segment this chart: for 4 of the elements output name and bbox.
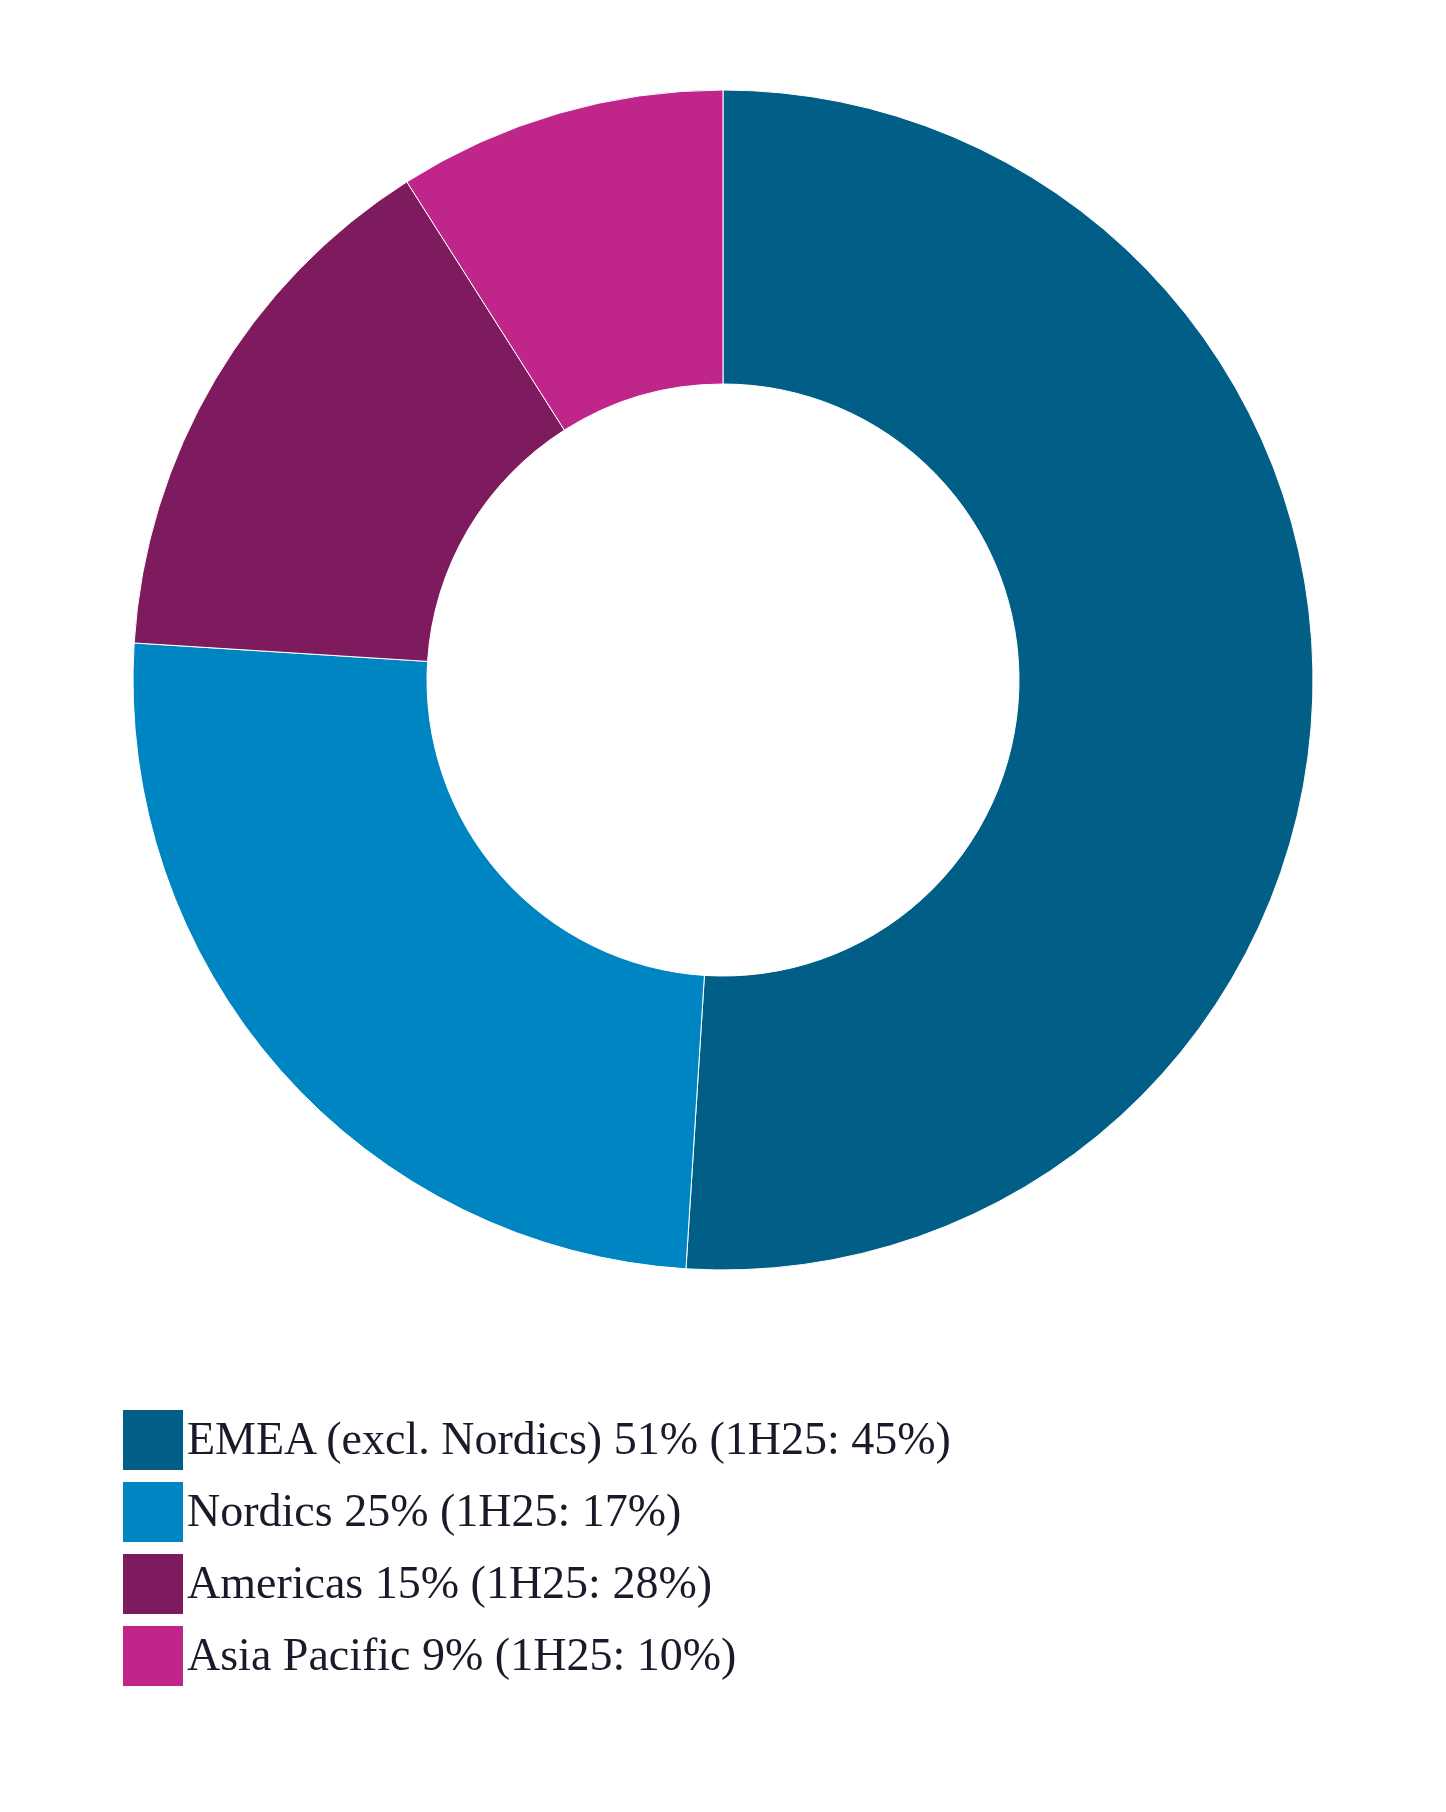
legend-label: Asia Pacific 9% (1H25: 10%) [187, 1629, 737, 1680]
legend-label: EMEA (excl. Nordics) 51% (1H25: 45%) [187, 1413, 951, 1464]
legend-label: Nordics 25% (1H25: 17%) [187, 1485, 682, 1536]
legend-label: Americas 15% (1H25: 28%) [187, 1557, 713, 1608]
